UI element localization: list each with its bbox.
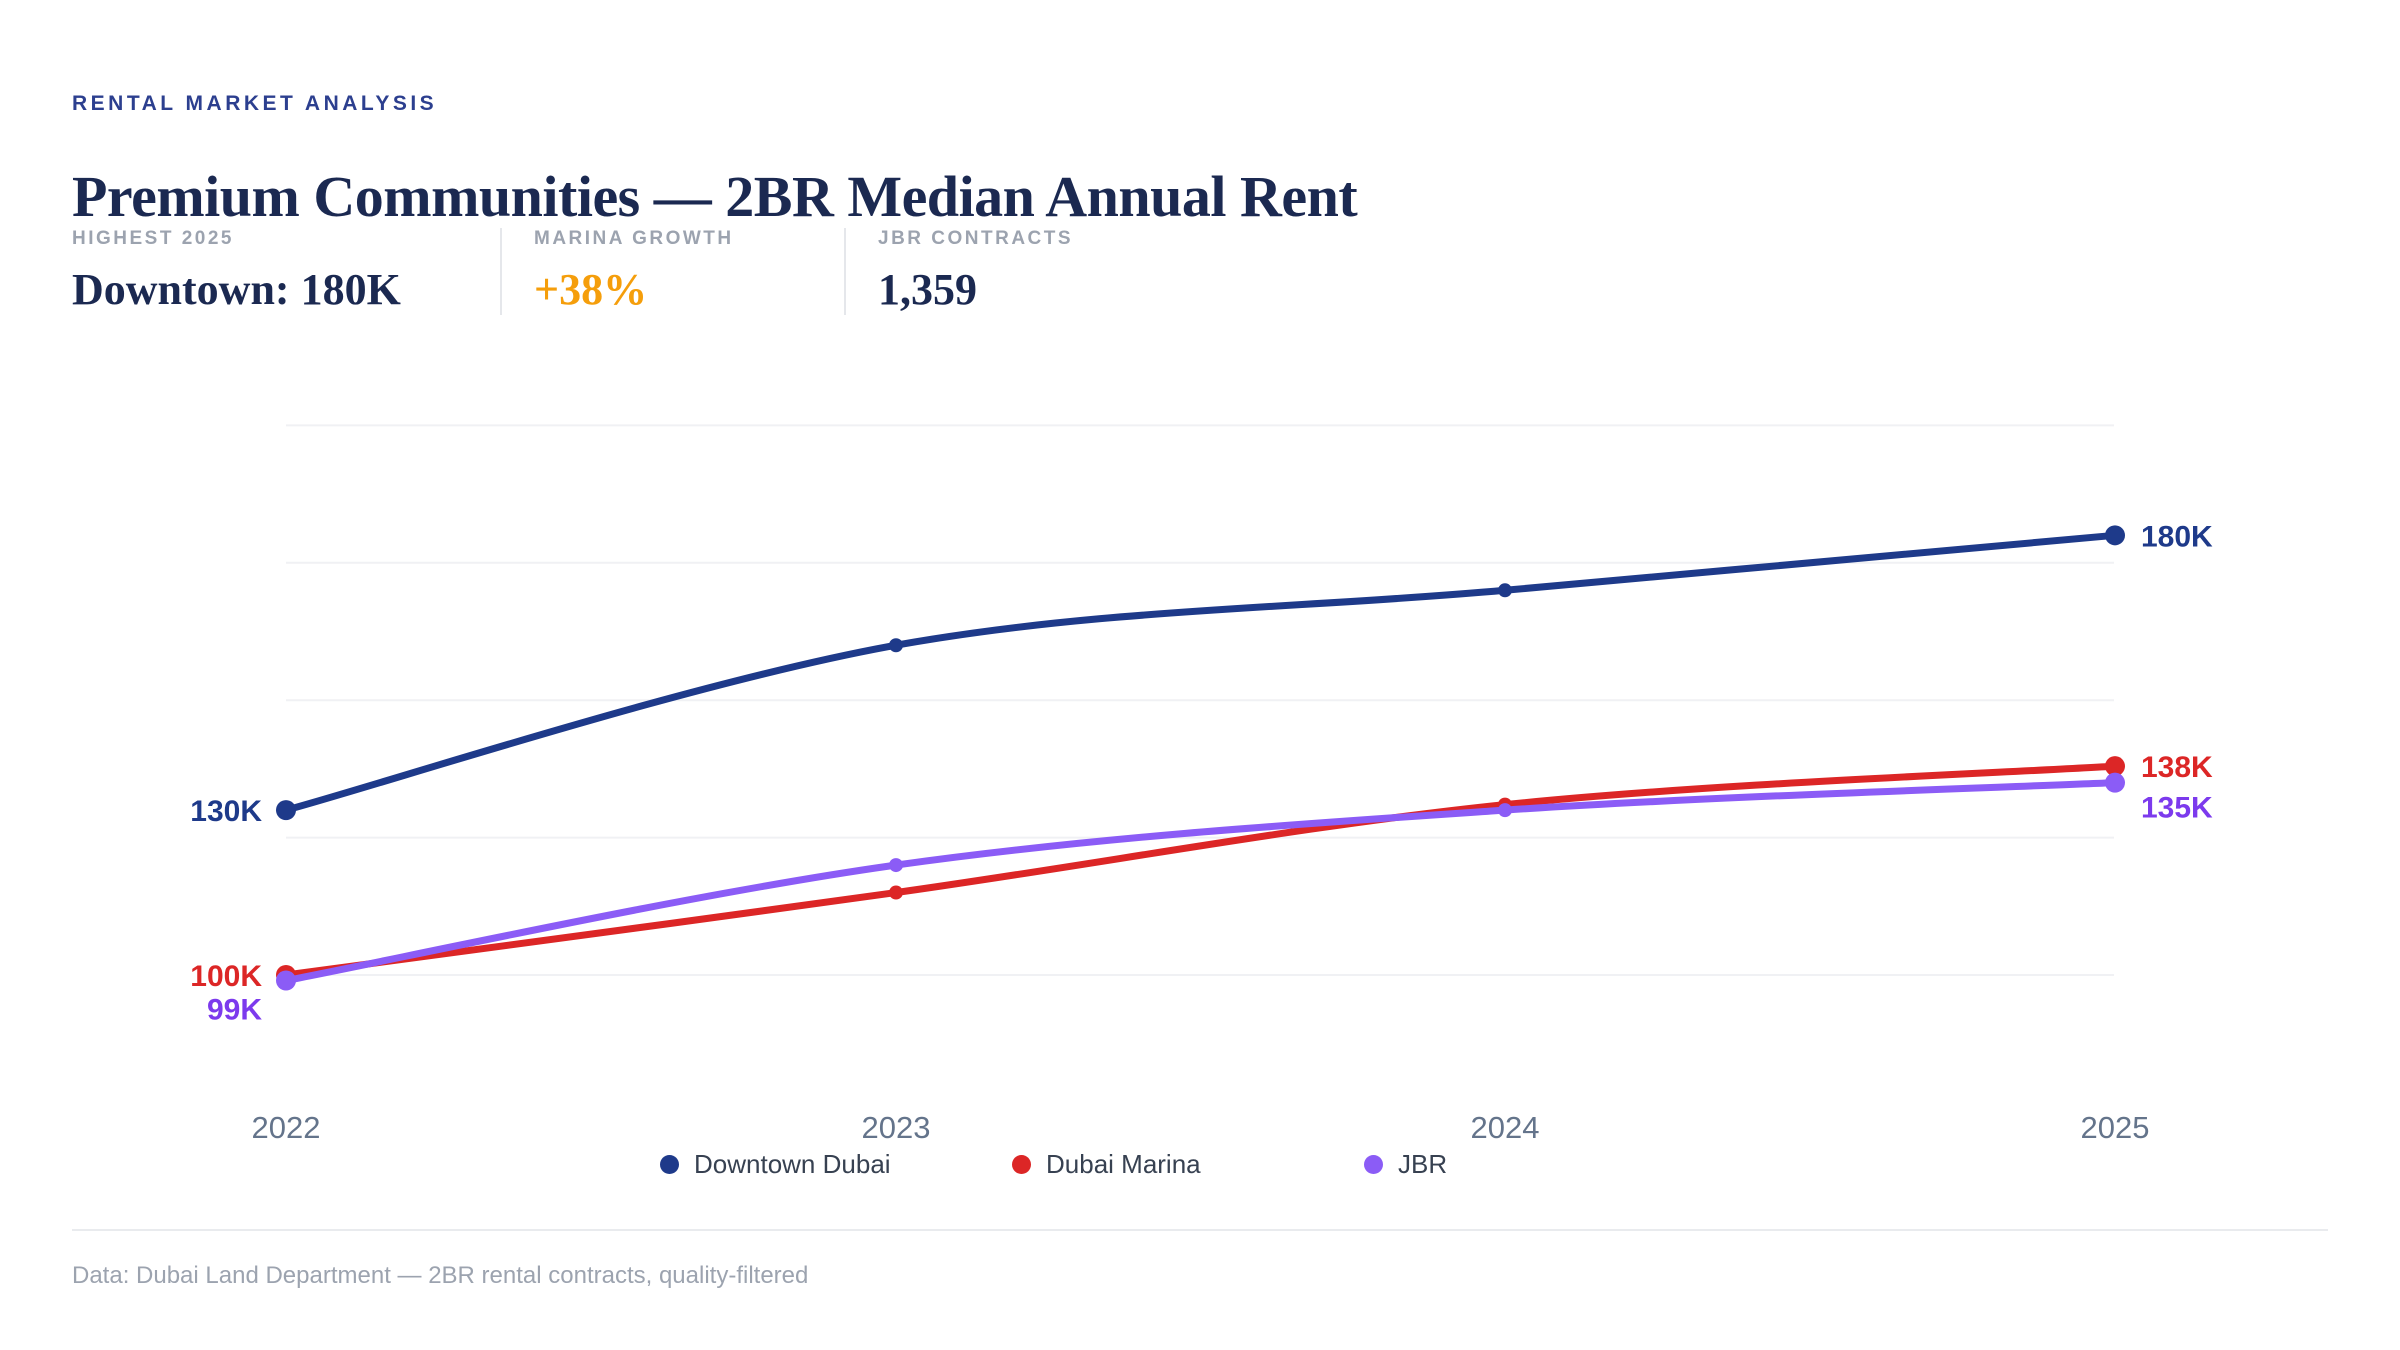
data-point-jbr-2024 [1498,803,1512,818]
stat-value: +38% [534,265,648,314]
end-value-label-dubai-marina: 138K [2141,751,2213,784]
start-value-label-downtown-dubai: 130K [190,795,262,828]
legend-item-jbr: JBR [1364,1149,1447,1180]
data-point-jbr-2023 [889,858,903,873]
stat-label: HIGHEST 2025 [72,228,234,249]
start-value-label-jbr: 99K [207,993,262,1026]
data-source-note: Data: Dubai Land Department — 2BR rental… [72,1262,809,1289]
series-line-downtown-dubai [282,531,2119,814]
stat-highest-2025: HIGHEST 2025 Downtown: 180K [72,228,500,315]
legend-dot-jbr [1364,1155,1383,1174]
legend-dot-dubai-marina [1012,1155,1031,1174]
data-point-dubai-marina-2025 [2105,756,2125,777]
stat-divider [500,228,502,315]
end-value-label-jbr: 135K [2141,792,2213,825]
chart-legend: Downtown Dubai Dubai Marina JBR [660,1149,1447,1180]
stats-row: HIGHEST 2025 Downtown: 180K MARINA GROWT… [72,228,1073,315]
data-point-downtown-dubai-2023 [889,638,903,653]
series-line-jbr [282,779,2119,984]
data-point-jbr-2025 [2105,772,2125,793]
stat-value: Downtown: 180K [72,265,401,314]
data-point-downtown-dubai-2025 [2105,525,2125,546]
end-value-label-downtown-dubai: 180K [2141,520,2213,553]
legend-label-jbr: JBR [1398,1149,1448,1179]
series-line-dubai-marina [282,762,2119,979]
stat-label: JBR CONTRACTS [878,228,1074,249]
report-eyebrow: RENTAL MARKET ANALYSIS [72,92,438,115]
x-axis-tick-2024: 2024 [1471,1110,1540,1145]
x-axis-tick-2023: 2023 [862,1110,931,1145]
data-point-jbr-2022 [276,970,296,991]
stat-label: MARINA GROWTH [534,228,734,249]
legend-item-dubai-marina: Dubai Marina [1012,1149,1364,1180]
footer-divider [72,1229,2328,1231]
stat-divider [844,228,846,315]
x-axis-tick-2022: 2022 [252,1110,321,1145]
legend-label-downtown-dubai: Downtown Dubai [694,1149,891,1179]
legend-dot-downtown-dubai [660,1155,679,1174]
start-value-label-dubai-marina: 100K [190,960,262,993]
page-title: Premium Communities — 2BR Median Annual … [72,163,1358,229]
x-axis-tick-2025: 2025 [2081,1110,2150,1145]
stat-marina-growth: MARINA GROWTH +38% [502,228,844,315]
legend-item-downtown-dubai: Downtown Dubai [660,1149,1012,1180]
legend-label-dubai-marina: Dubai Marina [1046,1149,1201,1179]
data-point-downtown-dubai-2022 [276,800,296,821]
data-point-dubai-marina-2023 [889,885,903,900]
stat-value: 1,359 [878,265,977,314]
stat-jbr-contracts: JBR CONTRACTS 1,359 [846,228,1073,315]
data-point-downtown-dubai-2024 [1498,583,1512,598]
